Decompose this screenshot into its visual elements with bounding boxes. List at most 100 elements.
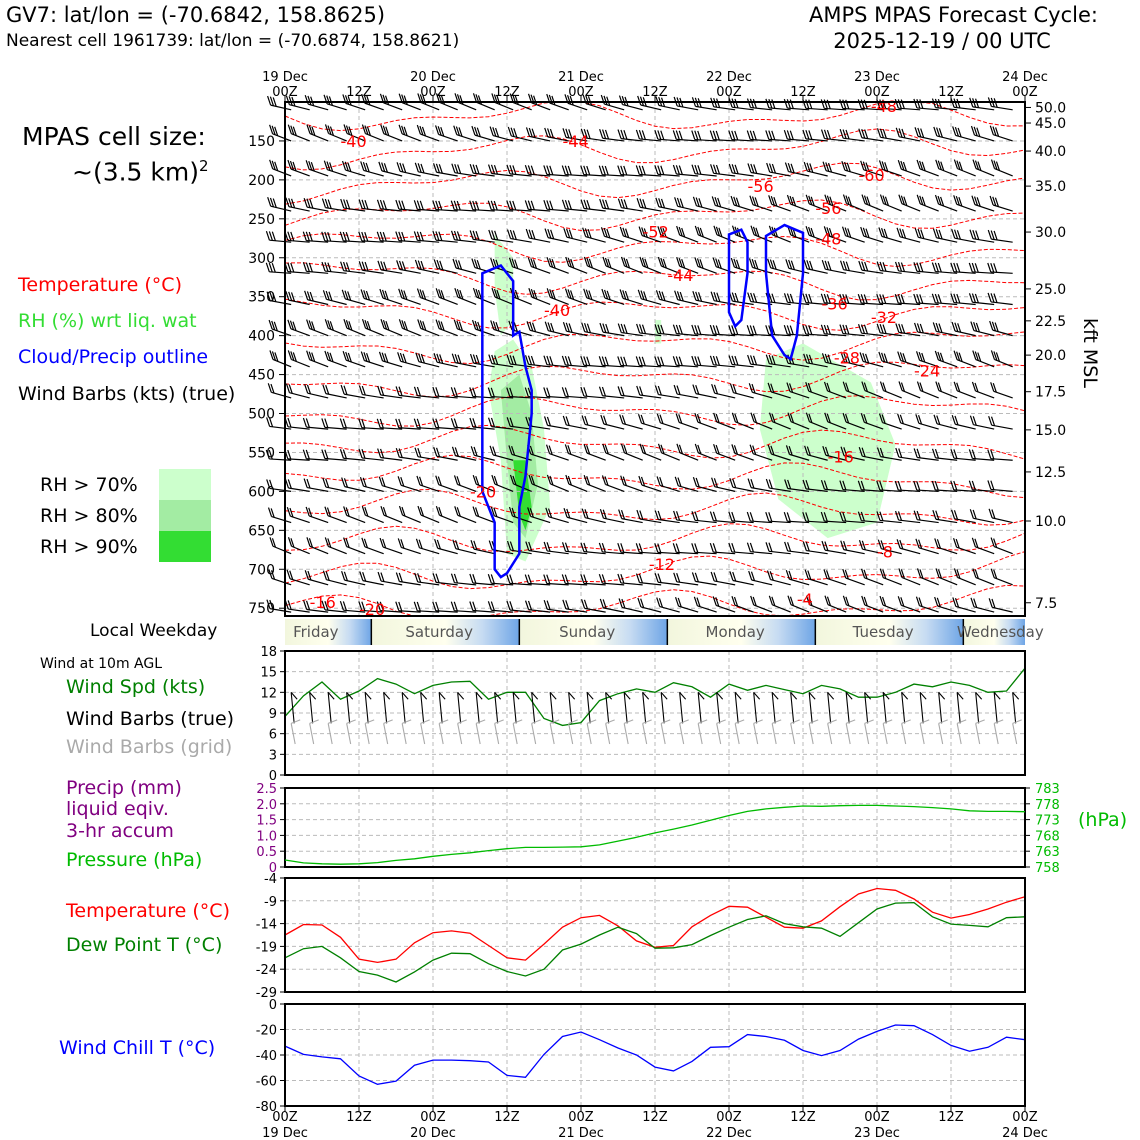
wind-barb — [602, 323, 607, 333]
wind-barb — [975, 322, 980, 333]
wind-barb — [808, 234, 828, 243]
surface-barb-true — [512, 692, 517, 724]
wind-barb — [676, 519, 699, 524]
rh-legend-70: RH > 70% — [40, 474, 138, 496]
wind-barb — [420, 260, 425, 271]
wind-barb — [506, 600, 511, 611]
wind-barb — [839, 128, 844, 139]
wind-barb — [472, 395, 495, 399]
legend-wind-speed: Wind Spd (kts) — [66, 676, 206, 698]
wind-barb — [302, 449, 307, 459]
wind-barb — [731, 511, 736, 522]
wind-barb — [439, 260, 444, 270]
wind-barb — [416, 475, 421, 486]
nearest-cell-line: Nearest cell 1961739: lat/lon = (-70.687… — [6, 31, 460, 51]
wind-barb — [894, 510, 900, 521]
surface-barb-grid — [679, 719, 689, 724]
wind-barb — [805, 595, 811, 605]
temperature-contour-label: -28 — [834, 348, 860, 367]
wind-barb — [287, 262, 292, 273]
wind-barb — [844, 169, 865, 177]
wind-barb — [787, 107, 810, 111]
wind-barb — [713, 520, 736, 524]
wind-barb — [528, 549, 551, 555]
wind-barb — [970, 597, 975, 608]
surface-barb-grid — [438, 719, 449, 724]
wind-barb — [766, 162, 771, 173]
wind-barb — [970, 321, 975, 331]
dewpoint-line — [284, 901, 1026, 983]
wind-barb — [586, 476, 591, 486]
cloud-outline — [727, 228, 749, 329]
wind-barb — [340, 384, 345, 395]
wind-barb — [583, 574, 588, 584]
wind-barb — [860, 568, 866, 579]
wind-barb — [881, 548, 902, 555]
wind-barb — [325, 571, 330, 581]
wind-barb — [269, 458, 292, 461]
wind-barb — [771, 99, 776, 109]
wind-barb — [271, 328, 292, 337]
bottom-hour-label: 00Z — [272, 1110, 298, 1125]
wind-barb — [326, 351, 332, 362]
wind-barb — [916, 159, 921, 170]
wind-barb — [773, 196, 778, 207]
wind-barb — [662, 227, 667, 238]
wind-barb — [621, 207, 643, 212]
wind-barb — [712, 325, 717, 335]
wind-barb — [672, 164, 677, 175]
wind-barb — [844, 569, 849, 580]
wind-barb — [341, 160, 347, 171]
wind-barb — [694, 356, 699, 366]
wind-barb — [530, 258, 535, 268]
wind-barb — [525, 541, 530, 551]
wind-barb — [582, 227, 587, 237]
wind-barb — [804, 569, 809, 579]
wind-barb — [639, 198, 644, 208]
wind-barb — [620, 323, 625, 334]
wind-barb — [916, 489, 939, 492]
surface-barb-true — [975, 691, 983, 700]
wind-barb — [561, 199, 567, 210]
wind-barb — [694, 333, 717, 337]
wind-barb — [487, 387, 492, 397]
wind-barb — [305, 600, 311, 611]
wind-barb — [621, 518, 643, 524]
wind-barb — [509, 208, 532, 212]
wind-barb — [453, 418, 458, 428]
wind-barb — [290, 515, 310, 524]
wind-barb — [752, 391, 773, 399]
wind-barb — [694, 551, 717, 555]
wind-barb — [512, 230, 517, 240]
wind-barb — [378, 351, 384, 362]
wind-barb — [289, 104, 310, 111]
wind-barb — [564, 542, 570, 552]
station-title: GV7: lat/lon = (-70.6842, 158.8625) — [6, 3, 386, 27]
wind-barb — [732, 172, 754, 177]
wind-barb — [987, 262, 992, 273]
wind-barb — [307, 299, 329, 306]
surface-barb-grid — [623, 719, 634, 724]
wind-barb — [488, 540, 493, 550]
wind-barb — [583, 582, 606, 586]
wind-barb — [289, 507, 294, 518]
wind-barb — [601, 542, 606, 553]
wind-barb — [325, 478, 330, 488]
wind-barb — [358, 261, 363, 271]
wind-barb — [601, 386, 607, 397]
legend-windchill: Wind Chill T (°C) — [59, 1037, 216, 1059]
wind-barb — [546, 165, 551, 175]
wind-barb — [694, 173, 717, 177]
wind-barb — [290, 125, 295, 135]
wind-barb — [972, 350, 977, 360]
wind-barb — [306, 270, 329, 274]
wind-barb — [528, 208, 551, 212]
wind-barb — [321, 449, 326, 459]
wind-barb — [882, 294, 887, 304]
wind-barb — [900, 99, 905, 109]
wind-barb — [995, 161, 1001, 171]
wind-barb — [898, 107, 921, 111]
surface-barb-grid — [605, 723, 611, 745]
wind-barb — [807, 170, 828, 177]
wind-barb — [788, 445, 793, 456]
